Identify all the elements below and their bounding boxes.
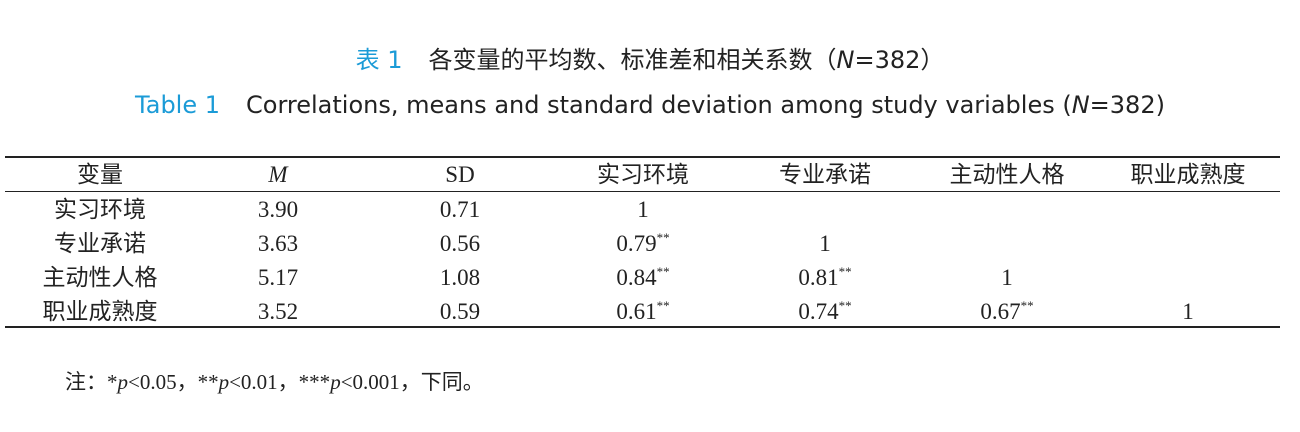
table-cell: 0.74** <box>735 297 915 327</box>
note: 注：*p<0.05，**p<0.01，***p<0.001，下同。 <box>65 366 484 396</box>
cell-text: 1 <box>637 197 649 222</box>
cell-text: 1 <box>1001 265 1013 290</box>
cell-text: 专业承诺 <box>54 231 146 256</box>
table-cell: 5.17 <box>188 263 368 293</box>
text-run: p <box>218 370 230 394</box>
column-header: 变量 <box>10 160 190 190</box>
table-cell: 0.67** <box>917 297 1097 327</box>
text-run: =382) <box>1089 91 1165 119</box>
column-header: M <box>188 160 368 190</box>
significance: ** <box>656 230 670 245</box>
cell-text: 职业成熟度 <box>42 299 158 324</box>
cell-text: 专业承诺 <box>779 162 871 187</box>
text-run: 各变量的平均数、标准差和相关系数（ <box>428 46 837 74</box>
table-cell: 3.90 <box>188 195 368 225</box>
cell-text: 实习环境 <box>597 162 689 187</box>
table-cell: 1 <box>553 195 733 225</box>
table-cell: 职业成熟度 <box>10 297 190 327</box>
column-header: 主动性人格 <box>917 160 1097 190</box>
table-cell: 1.08 <box>370 263 550 293</box>
significance: ** <box>656 298 670 313</box>
text-run: <0.001，下同。 <box>340 370 484 394</box>
text-run: Table 1 <box>135 91 221 119</box>
significance: ** <box>838 298 852 313</box>
cell-text: 变量 <box>77 162 123 187</box>
cell-text: 0.79 <box>616 231 657 256</box>
column-header: SD <box>370 160 550 190</box>
cell-text: 3.90 <box>257 197 299 222</box>
cell-text: SD <box>445 162 475 187</box>
cell-text: 1 <box>1182 299 1194 324</box>
text-run: <0.01，*** <box>229 370 331 394</box>
text-run: 注：* <box>65 370 118 394</box>
table-cell: 实习环境 <box>10 195 190 225</box>
cell-text: 5.17 <box>257 265 299 290</box>
cell-text: 主动性人格 <box>42 265 158 290</box>
chinese-title: 表 1 各变量的平均数、标准差和相关系数（N=382） <box>0 40 1300 75</box>
cell-text: 0.71 <box>439 197 481 222</box>
cell-text: 0.61 <box>616 299 657 324</box>
table-cell: 0.56 <box>370 229 550 259</box>
text-run: <0.05，** <box>128 370 219 394</box>
cell-text: 1 <box>819 231 831 256</box>
cell-text: 3.52 <box>257 299 299 324</box>
text-run: p <box>330 370 341 394</box>
column-header: 实习环境 <box>553 160 733 190</box>
table-cell: 0.79** <box>553 229 733 259</box>
text-run: 表 1 <box>355 46 403 74</box>
significance: ** <box>1020 298 1034 313</box>
cell-text: 0.74 <box>798 299 839 324</box>
cell-text: 职业成熟度 <box>1130 162 1246 187</box>
table-cell: 1 <box>1098 297 1278 327</box>
header-rule <box>5 191 1280 192</box>
bottom-rule <box>5 326 1280 328</box>
table-cell: 0.59 <box>370 297 550 327</box>
cell-text: 1.08 <box>439 265 481 290</box>
table-cell: 主动性人格 <box>10 263 190 293</box>
text-run: N <box>836 46 855 74</box>
table-cell: 1 <box>735 229 915 259</box>
cell-text: 主动性人格 <box>949 162 1065 187</box>
text-run: Correlations, means and standard deviati… <box>246 91 1072 119</box>
table-cell: 3.63 <box>188 229 368 259</box>
english-title: Table 1 Correlations, means and standard … <box>0 91 1300 119</box>
table-cell: 3.52 <box>188 297 368 327</box>
table-cell: 0.61** <box>553 297 733 327</box>
cell-text: 0.59 <box>439 299 481 324</box>
significance: ** <box>656 264 670 279</box>
column-header: 专业承诺 <box>735 160 915 190</box>
table-cell: 0.84** <box>553 263 733 293</box>
cell-text: 实习环境 <box>54 197 146 222</box>
cell-text: 3.63 <box>257 231 299 256</box>
column-header: 职业成熟度 <box>1098 160 1278 190</box>
top-rule <box>5 156 1280 158</box>
table-cell: 专业承诺 <box>10 229 190 259</box>
text-run: =382） <box>854 46 945 74</box>
table-cell: 1 <box>917 263 1097 293</box>
table-cell: 0.81** <box>735 263 915 293</box>
significance: ** <box>838 264 852 279</box>
text-run: p <box>117 370 129 394</box>
cell-text: 0.81 <box>798 265 839 290</box>
table-cell: 0.71 <box>370 195 550 225</box>
cell-text: M <box>268 162 288 187</box>
cell-text: 0.67 <box>980 299 1021 324</box>
cell-text: 0.84 <box>616 265 657 290</box>
text-run: N <box>1071 91 1090 119</box>
cell-text: 0.56 <box>439 231 481 256</box>
